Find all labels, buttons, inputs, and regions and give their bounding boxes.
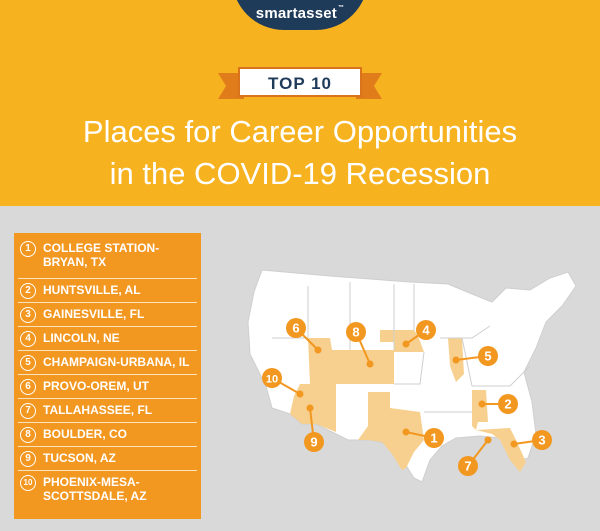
brand-logo[interactable]: smartasset™ [232,0,368,30]
list-item: 4 LINCOLN, NE [20,331,120,347]
marker-dot [510,440,518,448]
rank-number: 6 [20,379,36,395]
marker-badge [498,394,518,414]
list-item: 10 PHOENIX-MESA- SCOTTSDALE, AZ [20,475,147,503]
rank-number: 2 [20,283,36,299]
top-10-ribbon: TOP 10 [218,67,382,101]
state-texas [358,392,424,470]
marker-label: 6 [292,321,299,336]
state-alabama [472,390,488,430]
list-divider [18,446,197,447]
marker-label: 10 [266,374,278,386]
map-marker-1: 1 [402,428,444,448]
place-name: TUCSON, AZ [43,451,116,465]
state-florida [476,428,526,472]
marker-badge [532,430,552,450]
ribbon-body: TOP 10 [238,67,362,97]
map-marker-3: 3 [510,430,552,450]
place-name: LINCOLN, NE [43,331,120,345]
marker-label: 2 [504,397,511,412]
place-name: HUNTSVILLE, AL [43,283,141,297]
state-colorado [350,350,394,384]
marker-dot [402,340,410,348]
header-banner: smartasset™ TOP 10 Places for Career Opp… [0,0,600,206]
ranking-list: 1 COLLEGE STATION- BRYAN, TX 2 HUNTSVILLE, A… [14,233,201,519]
map-marker-2: 2 [478,394,518,414]
list-item: 8 BOULDER, CO [20,427,127,443]
marker-badge [416,320,436,340]
ribbon-label: TOP 10 [268,74,332,93]
list-divider [18,374,197,375]
map-marker-10: 10 [262,368,304,398]
place-name: PHOENIX-MESA- SCOTTSDALE, AZ [43,475,147,503]
marker-label: 1 [430,431,437,446]
marker-label: 4 [422,323,430,338]
list-item: 1 COLLEGE STATION- BRYAN, TX [20,241,159,269]
marker-label: 8 [352,325,359,340]
map-marker-6: 6 [286,318,322,354]
map-marker-5: 5 [452,346,498,366]
state-borders [272,282,531,413]
marker-label: 5 [484,349,491,364]
us-map: 1 2 3 4 5 6 7 8 9 10 [247,269,577,483]
marker-badge [262,368,282,388]
marker-label: 3 [538,433,545,448]
map-marker-4: 4 [402,320,436,348]
place-name: PROVO-OREM, UT [43,379,150,393]
list-item: 9 TUCSON, AZ [20,451,116,467]
state-nebraska [380,330,424,352]
list-item: 2 HUNTSVILLE, AL [20,283,141,299]
page-title-line-2: in the COVID-19 Recession [109,156,491,191]
marker-dot [366,360,374,368]
list-divider [18,422,197,423]
map-marker-9: 9 [304,404,324,452]
marker-badge [346,322,366,342]
map-marker-8: 8 [346,322,374,368]
rank-number: 9 [20,451,36,467]
rank-number: 5 [20,355,36,371]
list-divider [18,278,197,279]
marker-label: 7 [464,459,471,474]
marker-dot [296,390,304,398]
list-item: 7 TALLAHASSEE, FL [20,403,152,419]
rank-number: 10 [20,475,36,491]
marker-badge [478,346,498,366]
ribbon-tails [218,73,382,99]
marker-badge [458,456,478,476]
place-name: COLLEGE STATION- BRYAN, TX [43,241,160,269]
map-marker-7: 7 [458,436,492,476]
rank-number: 4 [20,331,36,347]
map-markers: 1 2 3 4 5 6 7 8 9 10 [262,318,552,476]
place-name: TALLAHASSEE, FL [43,403,153,417]
list-divider [18,398,197,399]
marker-badge [286,318,306,338]
rank-number: 1 [20,241,36,257]
list-item: 6 PROVO-OREM, UT [20,379,149,395]
page-title-line-1: Places for Career Opportunities [82,114,518,149]
brand-name: smartasset™ [255,5,345,22]
place-name: CHAMPAIGN-URBANA, IL [43,355,190,369]
rank-number: 8 [20,427,36,443]
list-divider [18,350,197,351]
place-name: BOULDER, CO [43,427,127,441]
list-divider [18,470,197,471]
list-item: 3 GAINESVILLE, FL [20,307,144,323]
marker-dot [478,400,486,408]
marker-dot [452,356,460,364]
list-divider [18,326,197,327]
marker-badge [424,428,444,448]
list-item: 5 CHAMPAIGN-URBANA, IL [20,355,189,371]
rank-number: 7 [20,403,36,419]
marker-dot [484,436,492,444]
place-name: GAINESVILLE, FL [43,307,145,321]
marker-dot [306,404,314,412]
list-divider [18,302,197,303]
rank-number: 3 [20,307,36,323]
marker-dot [314,346,322,354]
marker-badge [304,432,324,452]
marker-label: 9 [310,435,317,450]
marker-dot [402,428,410,436]
